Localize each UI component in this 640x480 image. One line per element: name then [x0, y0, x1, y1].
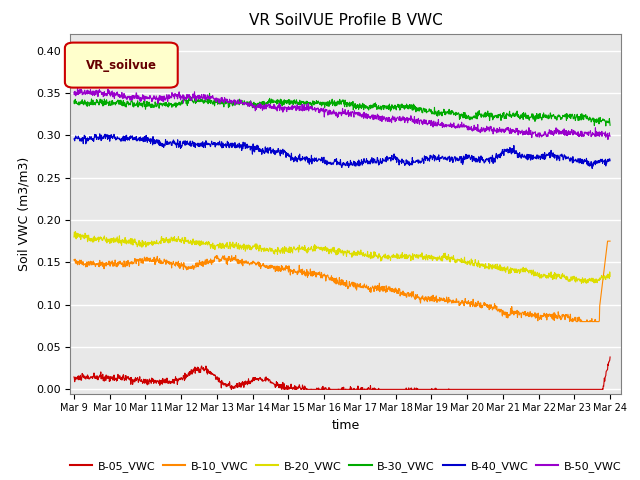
Legend: B-05_VWC, B-10_VWC, B-20_VWC, B-30_VWC, B-40_VWC, B-50_VWC: B-05_VWC, B-10_VWC, B-20_VWC, B-30_VWC, …: [65, 457, 626, 477]
Title: VR SoilVUE Profile B VWC: VR SoilVUE Profile B VWC: [249, 13, 442, 28]
Text: VR_soilvue: VR_soilvue: [86, 59, 157, 72]
X-axis label: time: time: [332, 419, 360, 432]
FancyBboxPatch shape: [65, 43, 178, 87]
Y-axis label: Soil VWC (m3/m3): Soil VWC (m3/m3): [17, 156, 30, 271]
